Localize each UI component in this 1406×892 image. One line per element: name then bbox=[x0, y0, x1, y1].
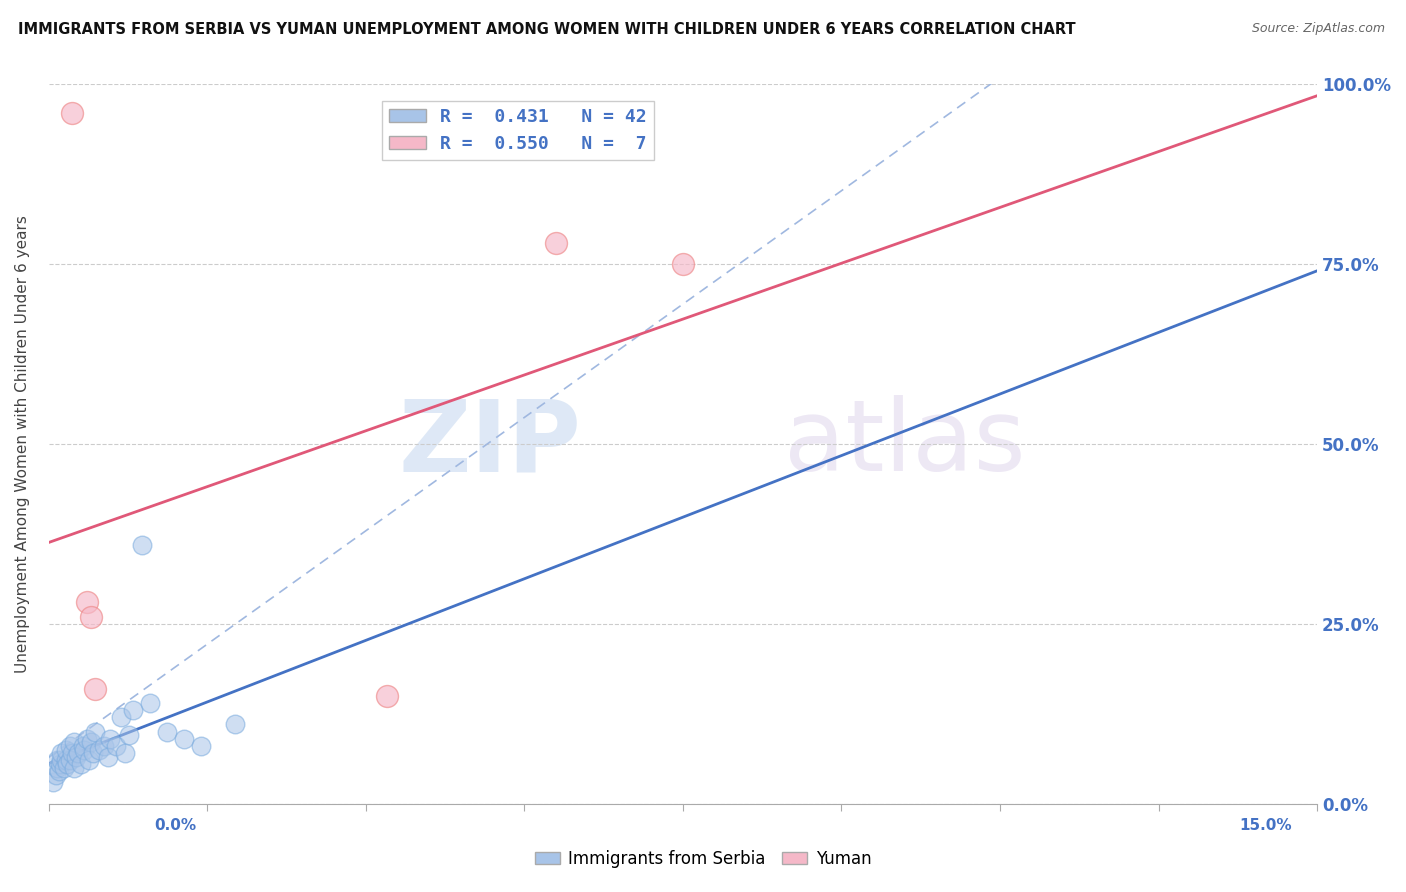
Point bbox=[73, 742, 96, 756]
Point bbox=[375, 689, 398, 703]
Point bbox=[80, 609, 103, 624]
Point bbox=[46, 753, 69, 767]
Point bbox=[65, 749, 87, 764]
Point bbox=[190, 739, 212, 753]
Text: Source: ZipAtlas.com: Source: ZipAtlas.com bbox=[1251, 22, 1385, 36]
Text: 0.0%: 0.0% bbox=[155, 818, 197, 832]
Point bbox=[105, 739, 128, 753]
Point bbox=[224, 717, 246, 731]
Point bbox=[63, 735, 86, 749]
Point bbox=[93, 739, 115, 753]
Point bbox=[84, 681, 107, 696]
Point bbox=[63, 761, 86, 775]
Legend: R =  0.431   N = 42, R =  0.550   N =  7: R = 0.431 N = 42, R = 0.550 N = 7 bbox=[382, 101, 654, 161]
Point bbox=[76, 731, 98, 746]
Point bbox=[110, 710, 132, 724]
Point bbox=[62, 746, 84, 760]
Point bbox=[55, 742, 77, 756]
Text: 15.0%: 15.0% bbox=[1239, 818, 1292, 832]
Point bbox=[114, 746, 136, 760]
Text: atlas: atlas bbox=[785, 395, 1026, 492]
Point bbox=[97, 749, 120, 764]
Point bbox=[59, 753, 82, 767]
Point bbox=[42, 775, 65, 789]
Point bbox=[131, 538, 153, 552]
Point bbox=[44, 768, 66, 782]
Point bbox=[122, 703, 145, 717]
Point bbox=[72, 739, 94, 753]
Point bbox=[56, 757, 79, 772]
Point bbox=[82, 746, 104, 760]
Text: ZIP: ZIP bbox=[398, 395, 582, 492]
Point bbox=[156, 724, 179, 739]
Legend: Immigrants from Serbia, Yuman: Immigrants from Serbia, Yuman bbox=[529, 844, 877, 875]
Point bbox=[52, 761, 75, 775]
Point bbox=[48, 764, 70, 779]
Point bbox=[173, 731, 195, 746]
Point bbox=[51, 746, 73, 760]
Point bbox=[139, 696, 162, 710]
Point bbox=[59, 739, 82, 753]
Point bbox=[98, 731, 121, 746]
Point bbox=[118, 728, 141, 742]
Point bbox=[70, 757, 93, 772]
Point bbox=[84, 724, 107, 739]
Point bbox=[672, 257, 695, 271]
Point bbox=[80, 735, 103, 749]
Point bbox=[79, 753, 101, 767]
Point bbox=[48, 757, 70, 772]
Point bbox=[62, 106, 84, 120]
Y-axis label: Unemployment Among Women with Children Under 6 years: Unemployment Among Women with Children U… bbox=[15, 215, 30, 673]
Point bbox=[51, 753, 73, 767]
Point bbox=[89, 742, 111, 756]
Point bbox=[55, 753, 77, 767]
Text: IMMIGRANTS FROM SERBIA VS YUMAN UNEMPLOYMENT AMONG WOMEN WITH CHILDREN UNDER 6 Y: IMMIGRANTS FROM SERBIA VS YUMAN UNEMPLOY… bbox=[18, 22, 1076, 37]
Point bbox=[546, 235, 568, 250]
Point bbox=[76, 595, 98, 609]
Point bbox=[67, 746, 90, 760]
Point bbox=[46, 761, 69, 775]
